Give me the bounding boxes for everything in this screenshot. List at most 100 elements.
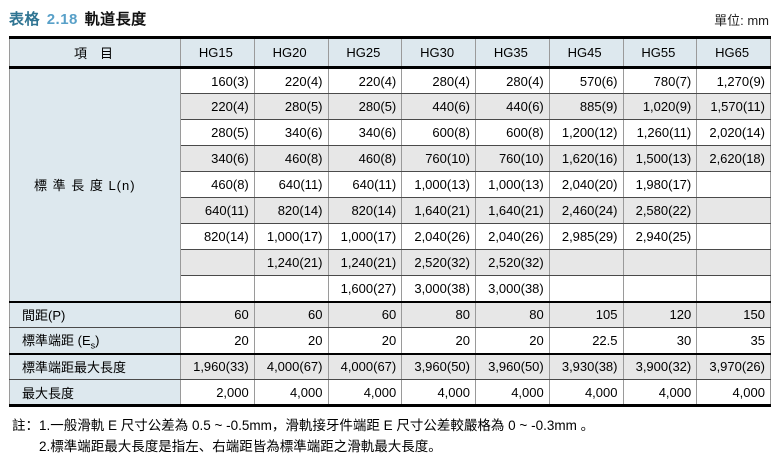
table-header-row: 項 目 HG15 HG20 HG25 HG30 HG35 HG45 HG55 H…: [9, 37, 771, 69]
table-cell: 2,040(20): [548, 171, 624, 198]
title-number: 2.18: [46, 11, 78, 28]
table-cell: 4,000(67): [253, 352, 329, 380]
page-title: 表格 2.18 軌道長度: [9, 8, 147, 29]
table-cell: 1,240(21): [327, 249, 403, 276]
table-cell: 60: [253, 300, 329, 328]
table-cell: [622, 249, 698, 276]
table-cell: 820(14): [180, 223, 255, 250]
table-cell: [180, 249, 255, 276]
table-cell: 1,240(21): [253, 249, 329, 276]
header-cell-hg25: HG25: [327, 37, 403, 69]
table-cell: 640(11): [327, 171, 403, 198]
table-cell: 1,000(17): [253, 223, 329, 250]
table-cell: 4,000: [327, 379, 403, 407]
table-cell: 280(5): [327, 93, 403, 120]
header-cell-hg35: HG35: [475, 37, 550, 69]
table-cell: 220(4): [180, 93, 255, 120]
rail-length-table: 項 目 HG15 HG20 HG25 HG30 HG35 HG45 HG55 H…: [9, 36, 771, 407]
header-cell-hg45: HG45: [548, 37, 624, 69]
table-cell: 460(8): [253, 145, 329, 172]
table-cell: [696, 197, 771, 224]
table-cell: 3,000(38): [475, 275, 550, 302]
table-cell: 600(8): [401, 119, 476, 146]
table-cell: 280(5): [180, 119, 255, 146]
table-cell: 460(8): [180, 171, 255, 198]
title-bar: 表格 2.18 軌道長度 單位: mm: [9, 6, 770, 36]
unit-label: 單位: mm: [714, 13, 769, 28]
table-cell: 340(6): [253, 119, 329, 146]
table-cell: 280(4): [475, 67, 550, 94]
length-row: 280(5) 340(6) 340(6) 600(8) 600(8) 1,200…: [10, 119, 771, 146]
table-cell: 570(6): [548, 67, 624, 94]
table-cell: 1,980(17): [622, 171, 698, 198]
header-cell-item: 項 目: [9, 37, 181, 69]
table-cell: 600(8): [475, 119, 550, 146]
table-cell: 2,940(25): [622, 223, 698, 250]
table-cell: 80: [401, 300, 476, 328]
table-cell: 20: [327, 327, 403, 354]
table-cell: 160(3): [180, 67, 255, 94]
table-cell: 3,970(26): [696, 352, 771, 380]
table-cell: 2,040(26): [401, 223, 476, 250]
length-row: 標 準 長 度 L(n) 160(3) 220(4) 220(4) 280(4)…: [9, 67, 771, 302]
table-cell: 1,600(27): [327, 275, 403, 302]
row-label-standard-end-pre: 標準端距 (E: [22, 332, 91, 348]
standard-length-label-cell: 標 準 長 度 L(n): [9, 67, 181, 302]
table-cell: 60: [327, 300, 403, 328]
table-cell: 340(6): [180, 145, 255, 172]
table-cell: 1,000(17): [327, 223, 403, 250]
table-cell: 3,960(50): [401, 352, 476, 380]
table-cell: 1,640(21): [401, 197, 476, 224]
table-cell: 760(10): [475, 145, 550, 172]
row-label-standard-end-post: ): [95, 332, 100, 348]
table-cell: 460(8): [327, 145, 403, 172]
table-cell: 1,640(21): [475, 197, 550, 224]
table-cell: 1,000(13): [475, 171, 550, 198]
table-cell: 3,930(38): [548, 352, 624, 380]
header-cell-hg30: HG30: [401, 37, 476, 69]
footnote-lines: 1.一般滑軌 E 尺寸公差為 0.5 ~ -0.5mm，滑軌接牙件端距 E 尺寸…: [39, 416, 594, 458]
table-cell: 440(6): [401, 93, 476, 120]
table-cell: 20: [475, 327, 550, 354]
length-row: 220(4) 280(5) 280(5) 440(6) 440(6) 885(9…: [10, 93, 771, 120]
summary-row-std-end-max-length: 標準端距最大長度 1,960(33) 4,000(67) 4,000(67) 3…: [9, 352, 771, 380]
summary-row-standard-end: 標準端距 (Es) 20 20 20 20 20 22.5 30 35: [9, 327, 771, 354]
length-row: 460(8) 640(11) 640(11) 1,000(13) 1,000(1…: [10, 171, 771, 198]
table-cell: 220(4): [327, 67, 403, 94]
table-cell: 3,000(38): [401, 275, 476, 302]
table-cell: 60: [180, 300, 255, 328]
table-cell: 2,985(29): [548, 223, 624, 250]
table-cell: 4,000(67): [327, 352, 403, 380]
summary-row-pitch: 間距(P) 60 60 60 80 80 105 120 150: [9, 300, 771, 328]
table-cell: 280(4): [401, 67, 476, 94]
table-cell: 4,000: [622, 379, 698, 407]
table-cell: 2,520(32): [401, 249, 476, 276]
table-cell: 1,260(11): [622, 119, 698, 146]
table-cell: 885(9): [548, 93, 624, 120]
table-cell: 20: [401, 327, 476, 354]
header-cell-hg20: HG20: [253, 37, 329, 69]
length-row: 820(14) 1,000(17) 1,000(17) 2,040(26) 2,…: [10, 223, 771, 250]
table-cell: 20: [180, 327, 255, 354]
page: 表格 2.18 軌道長度 單位: mm 項 目 HG15 HG20 HG25 H…: [9, 6, 771, 458]
table-cell: 2,580(22): [622, 197, 698, 224]
length-row: 1,600(27) 3,000(38) 3,000(38): [10, 275, 771, 302]
header-cell-hg55: HG55: [622, 37, 698, 69]
table-cell: 1,270(9): [696, 67, 771, 94]
table-cell: 1,200(12): [548, 119, 624, 146]
table-cell: 4,000: [401, 379, 476, 407]
table-cell: 35: [696, 327, 771, 354]
table-cell: 1,000(13): [401, 171, 476, 198]
table-cell: [696, 223, 771, 250]
row-label-standard-end: 標準端距 (Es): [9, 327, 181, 354]
header-cell-hg15: HG15: [180, 37, 255, 69]
table-cell: 220(4): [253, 67, 329, 94]
table-cell: 3,960(50): [475, 352, 550, 380]
table-cell: [696, 171, 771, 198]
table-cell: 1,620(16): [548, 145, 624, 172]
table-cell: 30: [622, 327, 698, 354]
table-cell: 22.5: [548, 327, 624, 354]
table-cell: 280(5): [253, 93, 329, 120]
table-cell: [253, 275, 329, 302]
table-cell: 4,000: [475, 379, 550, 407]
